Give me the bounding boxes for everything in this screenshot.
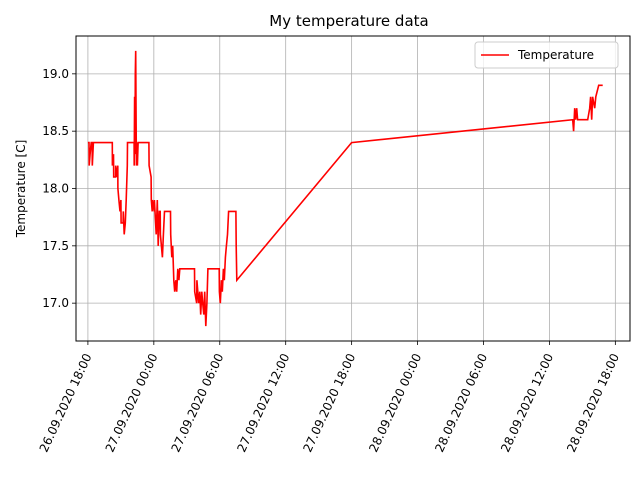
grid-lines [76,36,630,341]
series-layer [87,50,603,327]
y-tick-label: 17.5 [42,239,69,253]
legend: Temperature [474,41,619,69]
y-tick-label: 18.5 [42,124,69,138]
y-axis-label: Temperature [C] [14,140,28,239]
legend-box [474,41,619,69]
y-tick-label: 19.0 [42,67,69,81]
y-tick-label: 17.0 [42,296,69,310]
legend-label-temperature: Temperature [517,48,594,62]
series-line-temperature [87,50,603,327]
chart-title: My temperature data [269,12,428,30]
y-tick-label: 18.0 [42,182,69,196]
